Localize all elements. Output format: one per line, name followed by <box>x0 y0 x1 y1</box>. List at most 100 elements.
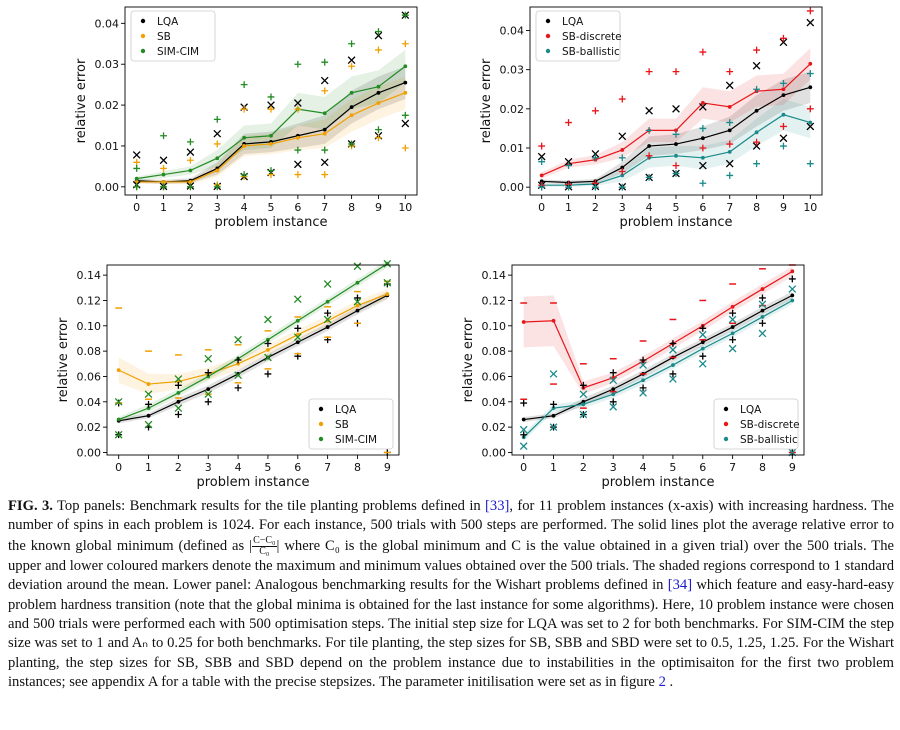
min-marker <box>353 297 362 306</box>
mean-point <box>790 269 795 274</box>
mean-point <box>808 120 813 125</box>
mean-point <box>322 111 327 116</box>
x-tick-label: 3 <box>619 201 626 214</box>
mean-line-sb-discrete <box>523 270 793 389</box>
x-tick-label: 8 <box>753 201 760 214</box>
y-tick-label: 0.14 <box>482 269 507 282</box>
min-marker <box>114 430 123 439</box>
mean-point <box>730 304 735 309</box>
legend-label: SIM-CIM <box>157 46 199 58</box>
max-marker <box>752 61 761 70</box>
y-tick-label: 0.00 <box>95 181 120 194</box>
max-marker <box>520 399 528 407</box>
mean-point <box>781 87 786 92</box>
x-tick-label: 7 <box>324 461 331 474</box>
legend: LQA SB-discrete SB-ballistic <box>535 10 622 62</box>
x-tick-label: 5 <box>669 461 676 474</box>
reference-33-link[interactable]: [33] <box>485 498 510 514</box>
max-marker <box>213 115 221 123</box>
max-marker <box>806 18 815 27</box>
mean-point <box>134 180 139 184</box>
min-marker <box>538 183 546 191</box>
max-marker <box>187 156 194 164</box>
max-marker <box>591 150 600 158</box>
max-marker <box>726 119 734 126</box>
x-tick-label: 7 <box>729 461 736 474</box>
max-marker <box>383 259 392 268</box>
mean-point <box>236 361 240 366</box>
legend-swatch <box>318 406 324 412</box>
mean-point <box>403 80 408 85</box>
max-marker <box>354 294 361 302</box>
mean-point <box>551 406 556 411</box>
max-marker <box>728 315 737 324</box>
mean-point <box>206 374 211 379</box>
max-marker <box>537 152 546 161</box>
min-marker <box>375 134 382 142</box>
figure-2-link[interactable]: 2 <box>658 674 666 691</box>
mean-point <box>641 378 645 383</box>
min-marker <box>234 384 242 392</box>
min-marker <box>174 411 182 418</box>
legend-swatch <box>545 33 551 39</box>
min-marker <box>294 146 302 154</box>
min-marker <box>699 179 707 187</box>
mean-point <box>539 173 544 178</box>
max-marker <box>321 87 329 95</box>
mean-point <box>790 293 795 298</box>
legend-swatch <box>545 48 551 54</box>
mean-point <box>700 346 705 351</box>
y-tick-label: 0.04 <box>482 396 507 409</box>
legend-label: LQA <box>335 404 357 416</box>
mean-point <box>760 315 765 319</box>
x-tick-label: 9 <box>375 201 382 214</box>
min-marker <box>133 183 141 191</box>
legend-box <box>535 10 621 62</box>
y-tick-label: 0.02 <box>95 99 120 112</box>
min-marker <box>806 122 815 131</box>
chart-panel-bl: 0 1 2 3 4 5 6 7 8 9 0.00 0.02 0.04 0.06 0.08 0.10 0.12 0.… <box>56 259 400 490</box>
mean-point <box>790 298 795 303</box>
mean-point <box>295 340 300 345</box>
min-marker <box>726 172 734 179</box>
y-tick-label: 0.04 <box>77 396 102 409</box>
min-marker <box>618 183 626 191</box>
mean-point <box>551 318 556 323</box>
mean-point <box>161 172 166 177</box>
max-marker <box>401 40 409 48</box>
y-tick-label: 0.02 <box>500 103 525 116</box>
mean-point <box>521 320 526 324</box>
mean-point <box>754 130 759 135</box>
mean-point <box>215 168 220 173</box>
mean-point <box>322 127 327 132</box>
mean-point <box>355 303 360 308</box>
max-marker <box>267 101 275 109</box>
max-marker <box>294 324 302 332</box>
axes-frame <box>511 264 805 456</box>
max-marker <box>699 125 707 132</box>
legend-box <box>130 10 216 62</box>
max-marker <box>564 157 573 166</box>
min-marker <box>806 160 814 168</box>
mean-point <box>322 131 327 136</box>
relative-error-fraction: C−C₀ C₀ <box>252 535 277 557</box>
max-marker <box>213 140 221 148</box>
x-tick-label: 5 <box>268 201 275 214</box>
std-band-sim-cim <box>118 259 388 423</box>
min-marker <box>401 119 410 128</box>
legend-label: SB <box>335 419 349 431</box>
y-axis-label: relative error <box>74 58 89 143</box>
max-marker <box>609 376 618 385</box>
min-marker <box>294 171 302 178</box>
y-tick-label: 0.10 <box>77 320 102 333</box>
axes-frame <box>106 264 400 456</box>
max-marker <box>806 7 814 15</box>
reference-34-link[interactable]: [34] <box>667 577 693 594</box>
x-tick-label: 6 <box>699 201 706 214</box>
min-marker <box>780 142 787 150</box>
min-marker <box>639 389 647 397</box>
max-marker <box>159 156 168 165</box>
min-marker <box>753 138 760 146</box>
min-marker <box>806 105 814 113</box>
y-tick-label: 0.12 <box>77 294 102 307</box>
